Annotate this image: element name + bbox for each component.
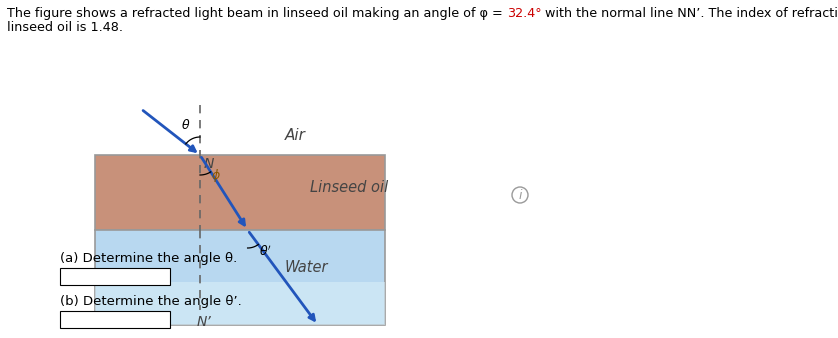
Text: $\theta'$: $\theta'$ — [259, 245, 272, 259]
Text: linseed oil is 1.48.: linseed oil is 1.48. — [7, 21, 123, 34]
Text: 32.4°: 32.4° — [507, 7, 541, 20]
Text: $\theta$: $\theta$ — [181, 118, 191, 132]
Text: (b) Determine the angle θ’.: (b) Determine the angle θ’. — [60, 295, 241, 308]
Text: Air: Air — [285, 127, 305, 143]
Bar — [95, 230, 385, 325]
Text: (a) Determine the angle θ.: (a) Determine the angle θ. — [60, 252, 237, 265]
Bar — [60, 268, 170, 285]
Text: $\phi$: $\phi$ — [211, 167, 221, 184]
Text: N: N — [204, 157, 215, 171]
Bar — [95, 282, 385, 325]
Bar — [60, 311, 170, 328]
Text: Linseed oil: Linseed oil — [310, 180, 388, 195]
Text: with the normal line NN’. The index of refraction of: with the normal line NN’. The index of r… — [541, 7, 838, 20]
Bar — [95, 155, 385, 230]
Text: Water: Water — [285, 260, 328, 275]
Text: N’: N’ — [197, 315, 212, 329]
Text: The figure shows a refracted light beam in linseed oil making an angle of φ =: The figure shows a refracted light beam … — [7, 7, 507, 20]
Text: i: i — [518, 189, 522, 202]
